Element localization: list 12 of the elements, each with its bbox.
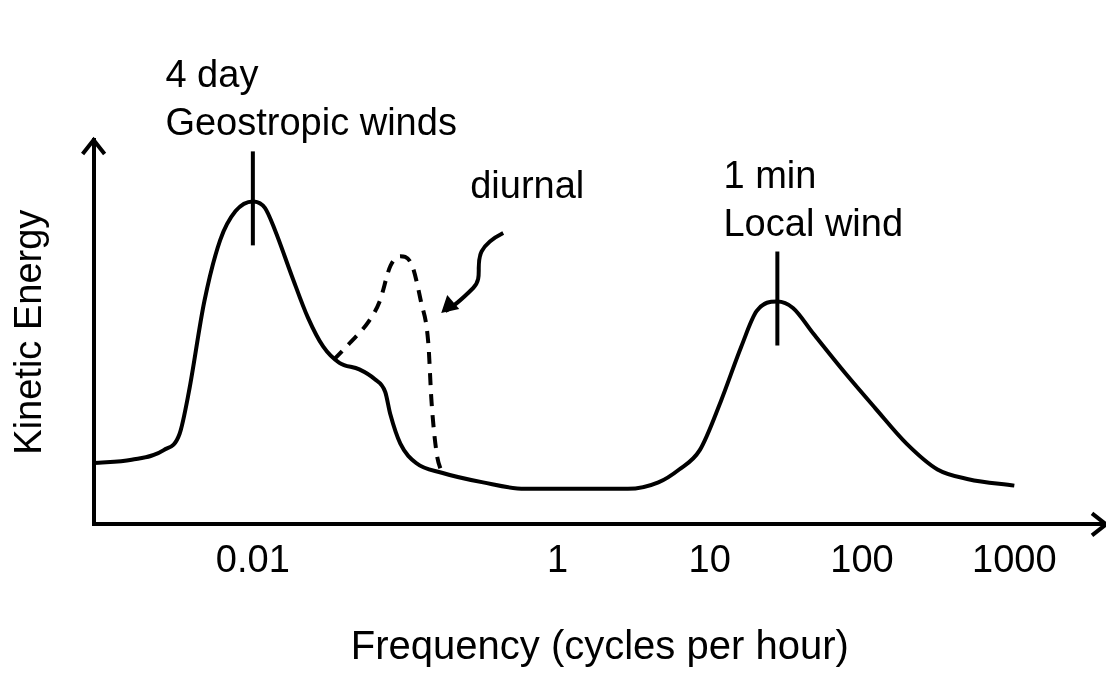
text: 1 min [723,153,817,196]
annotation: diurnal [470,164,585,206]
x-axis-title: Frequency (cycles per hour) [350,623,849,668]
annotation: Geostropic winds [165,101,457,144]
text: 4 day [165,53,259,96]
x-tick-label: 100 [830,537,894,580]
y-axis-title: Kinetic Energy [7,209,50,455]
annotation: Local wind [723,201,904,244]
x-tick-label: 0.01 [215,537,290,580]
x-tick-label: 1 [546,537,569,580]
x-tick-label: 10 [688,537,731,580]
x-tick-label: 1000 [972,537,1057,580]
